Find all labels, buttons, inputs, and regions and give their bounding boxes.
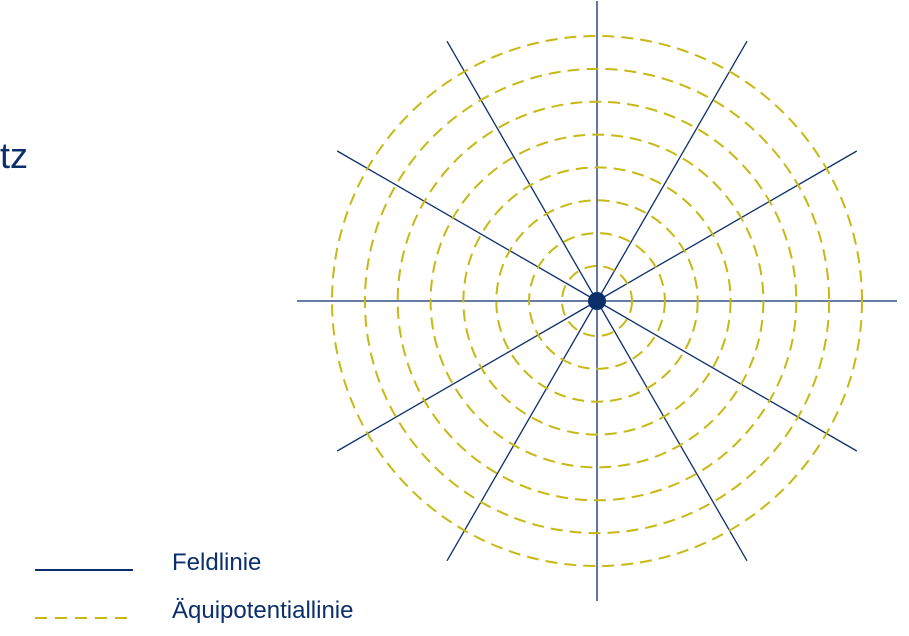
field-line bbox=[596, 40, 748, 302]
equipotential-line bbox=[528, 232, 666, 370]
legend-equipotential-label: Äquipotentiallinie bbox=[172, 597, 354, 624]
field-lines-group bbox=[297, 1, 897, 601]
field-line bbox=[446, 300, 598, 562]
field-line bbox=[596, 300, 858, 452]
equipotential-line bbox=[331, 35, 863, 567]
equipotential-line bbox=[396, 100, 798, 502]
field-line bbox=[596, 150, 858, 302]
equipotential-line bbox=[429, 133, 765, 469]
field-line bbox=[336, 150, 598, 302]
equipotential-line bbox=[462, 166, 732, 436]
point-charge bbox=[588, 292, 606, 310]
equipotential-lines-group bbox=[331, 35, 863, 567]
equipotential-line bbox=[363, 67, 831, 535]
field-line bbox=[336, 300, 598, 452]
field-line bbox=[596, 300, 748, 562]
field-line bbox=[446, 40, 598, 302]
equipotential-line bbox=[495, 199, 699, 403]
slide-title-fragment: tz bbox=[0, 135, 29, 176]
equipotential-line bbox=[561, 265, 633, 337]
legend-field-line-label: Feldlinie bbox=[172, 549, 262, 576]
